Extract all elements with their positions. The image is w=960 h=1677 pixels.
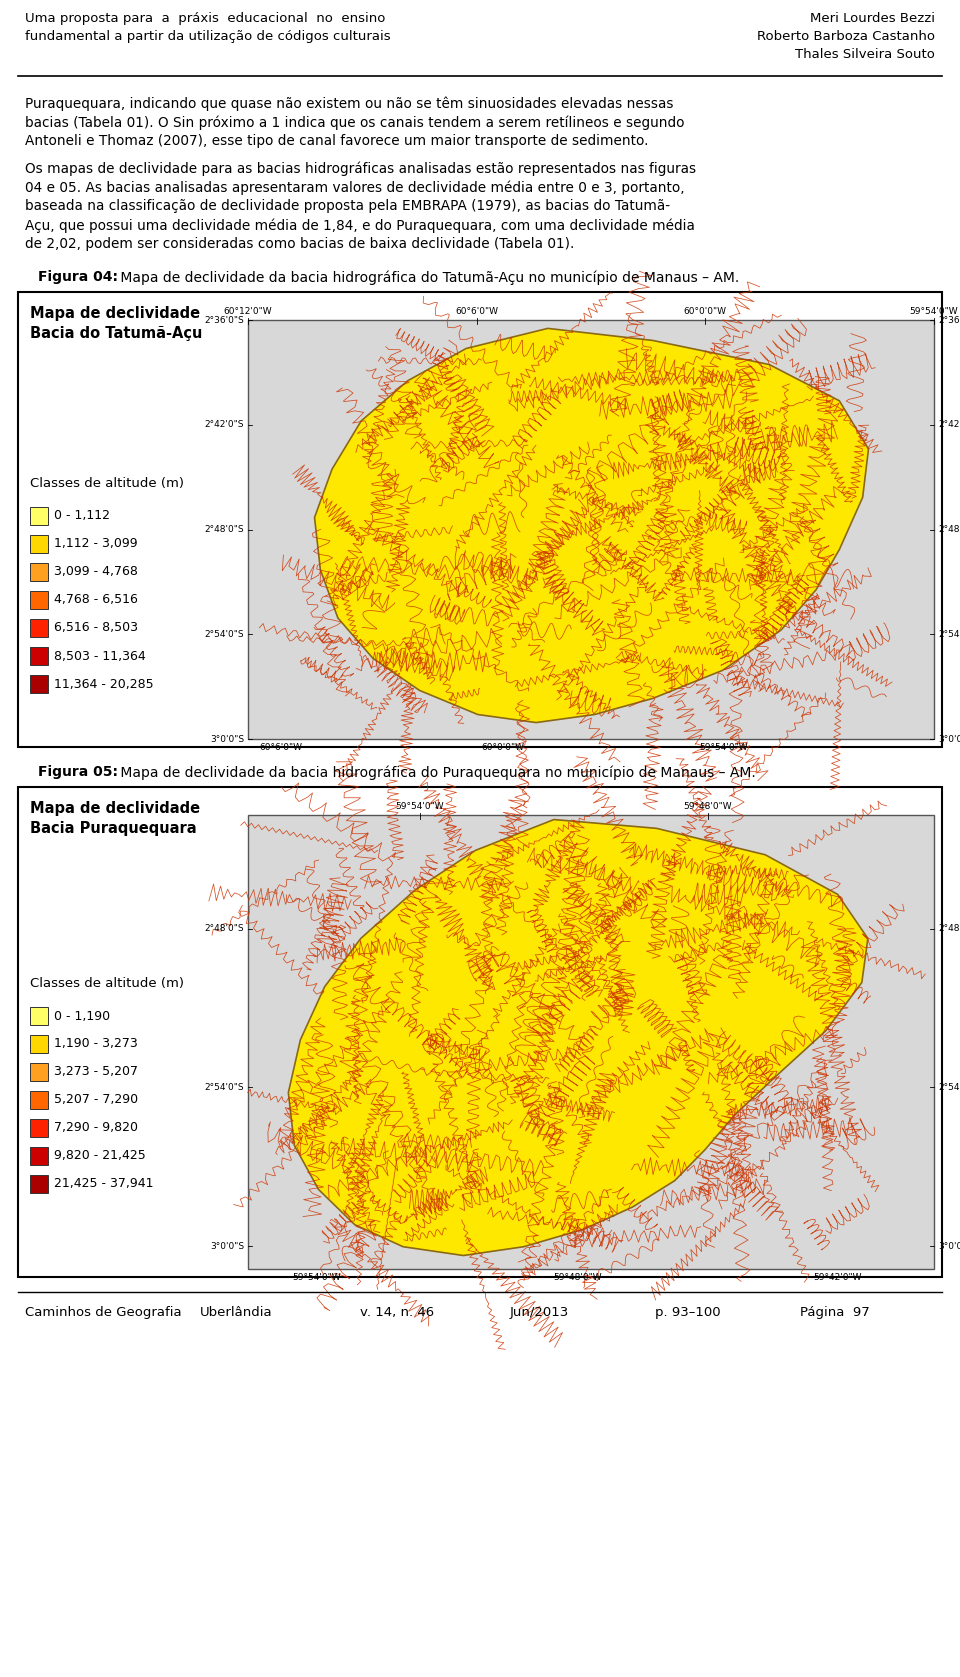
Text: 0 - 1,190: 0 - 1,190 [54,1010,110,1023]
Text: Mapa de declividade da bacia hidrográfica do Tatumã-Açu no município de Manaus –: Mapa de declividade da bacia hidrográfic… [116,270,739,285]
Text: Classes de altitude (m): Classes de altitude (m) [30,476,184,490]
Text: 4,768 - 6,516: 4,768 - 6,516 [54,594,138,607]
Bar [30,676,48,693]
Text: 2°54'0"S: 2°54'0"S [938,1083,960,1092]
Text: 59°48'0"W: 59°48'0"W [553,1273,602,1281]
Text: Jun/2013: Jun/2013 [510,1306,569,1320]
Polygon shape [315,329,869,723]
Text: 5,207 - 7,290: 5,207 - 7,290 [54,1093,138,1107]
Bar [30,1147,48,1166]
Bar [30,1092,48,1108]
Text: Puraquequara, indicando que quase não existem ou não se têm sinuosidades elevada: Puraquequara, indicando que quase não ex… [25,96,674,111]
Bar [30,1006,48,1025]
Text: 1,112 - 3,099: 1,112 - 3,099 [54,538,137,550]
Bar [30,506,48,525]
Text: Os mapas de declividade para as bacias hidrográficas analisadas estão representa: Os mapas de declividade para as bacias h… [25,161,696,176]
Text: 2°48'0"S: 2°48'0"S [938,525,960,533]
Bar [248,320,934,740]
Text: baseada na classificação de declividade proposta pela EMBRAPA (1979), as bacias : baseada na classificação de declividade … [25,200,670,213]
Polygon shape [288,820,868,1256]
Text: 8,503 - 11,364: 8,503 - 11,364 [54,649,146,662]
Text: de 2,02, podem ser consideradas como bacias de baixa declividade (Tabela 01).: de 2,02, podem ser consideradas como bac… [25,236,574,252]
Text: 2°48'0"S: 2°48'0"S [204,525,244,533]
Bar [248,815,934,1269]
Text: Uma proposta para  a  práxis  educacional  no  ensino
fundamental a partir da ut: Uma proposta para a práxis educacional n… [25,12,391,44]
Text: 3,273 - 5,207: 3,273 - 5,207 [54,1065,138,1078]
Text: 59°48'0"W: 59°48'0"W [684,802,732,812]
Text: Caminhos de Geografia: Caminhos de Geografia [25,1306,181,1320]
Text: 2°42'0"S: 2°42'0"S [938,421,960,429]
Text: 60°6'0"W: 60°6'0"W [260,743,302,751]
Bar [30,1176,48,1192]
Text: Antoneli e Thomaz (2007), esse tipo de canal favorece um maior transporte de sed: Antoneli e Thomaz (2007), esse tipo de c… [25,134,649,148]
Text: 2°48'0"S: 2°48'0"S [204,924,244,932]
Text: Figura 05:: Figura 05: [38,765,118,780]
Text: Mapa de declividade da bacia hidrográfica do Puraquequara no município de Manaus: Mapa de declividade da bacia hidrográfic… [116,765,756,780]
Bar [18,292,942,746]
Text: Figura 04:: Figura 04: [38,270,118,283]
Bar [30,619,48,637]
Text: 0 - 1,112: 0 - 1,112 [54,510,110,523]
Text: 59°54'0"W: 59°54'0"W [910,307,958,315]
Text: 7,290 - 9,820: 7,290 - 9,820 [54,1122,138,1135]
Text: Uberlândia: Uberlândia [200,1306,273,1320]
Text: v. 14, n. 46: v. 14, n. 46 [360,1306,434,1320]
Text: 2°36'0"S: 2°36'0"S [938,315,960,325]
Text: 11,364 - 20,285: 11,364 - 20,285 [54,678,154,691]
Bar [18,787,942,1276]
Text: 2°54'0"S: 2°54'0"S [204,631,244,639]
Text: 59°54'0"W: 59°54'0"W [700,743,748,751]
Bar [30,535,48,553]
Bar [30,1119,48,1137]
Text: bacias (Tabela 01). O Sin próximo a 1 indica que os canais tendem a serem retíli: bacias (Tabela 01). O Sin próximo a 1 in… [25,116,684,129]
Text: Meri Lourdes Bezzi
Roberto Barboza Castanho
Thales Silveira Souto: Meri Lourdes Bezzi Roberto Barboza Casta… [757,12,935,60]
Text: 04 e 05. As bacias analisadas apresentaram valores de declividade média entre 0 : 04 e 05. As bacias analisadas apresentar… [25,179,684,195]
Text: 2°54'0"S: 2°54'0"S [204,1083,244,1092]
Text: 2°48'0"S: 2°48'0"S [938,924,960,932]
Bar [30,563,48,580]
Text: 2°42'0"S: 2°42'0"S [204,421,244,429]
Text: 60°6'0"W: 60°6'0"W [455,307,498,315]
Text: Classes de altitude (m): Classes de altitude (m) [30,978,184,989]
Text: 21,425 - 37,941: 21,425 - 37,941 [54,1177,154,1191]
Text: Mapa de declividade
Bacia Puraquequara: Mapa de declividade Bacia Puraquequara [30,802,200,835]
Bar [30,1035,48,1053]
Text: Açu, que possui uma declividade média de 1,84, e do Puraquequara, com uma decliv: Açu, que possui uma declividade média de… [25,218,695,233]
Text: 3,099 - 4,768: 3,099 - 4,768 [54,565,138,579]
Text: 59°54'0"W: 59°54'0"W [292,1273,341,1281]
Text: Mapa de declividade
Bacia do Tatumã-Açu: Mapa de declividade Bacia do Tatumã-Açu [30,305,203,340]
Text: 3°0'0"S: 3°0'0"S [938,735,960,743]
Bar [30,647,48,666]
Text: 3°0'0"S: 3°0'0"S [210,1241,244,1251]
Text: 2°36'0"S: 2°36'0"S [204,315,244,325]
Text: 60°12'0"W: 60°12'0"W [224,307,273,315]
Bar [30,1063,48,1082]
Text: 59°54'0"W: 59°54'0"W [396,802,444,812]
Text: 3°0'0"S: 3°0'0"S [938,1241,960,1251]
Text: 3°0'0"S: 3°0'0"S [210,735,244,743]
Text: 59°42'0"W: 59°42'0"W [814,1273,862,1281]
Text: Página  97: Página 97 [800,1306,870,1320]
Text: 9,820 - 21,425: 9,820 - 21,425 [54,1149,146,1162]
Text: 1,190 - 3,273: 1,190 - 3,273 [54,1038,137,1050]
Text: p. 93–100: p. 93–100 [655,1306,721,1320]
Text: 2°54'0"S: 2°54'0"S [938,631,960,639]
Text: 60°0'0"W: 60°0'0"W [684,307,727,315]
Bar [30,590,48,609]
Text: 60°0'0"W: 60°0'0"W [481,743,524,751]
Text: 6,516 - 8,503: 6,516 - 8,503 [54,622,138,634]
